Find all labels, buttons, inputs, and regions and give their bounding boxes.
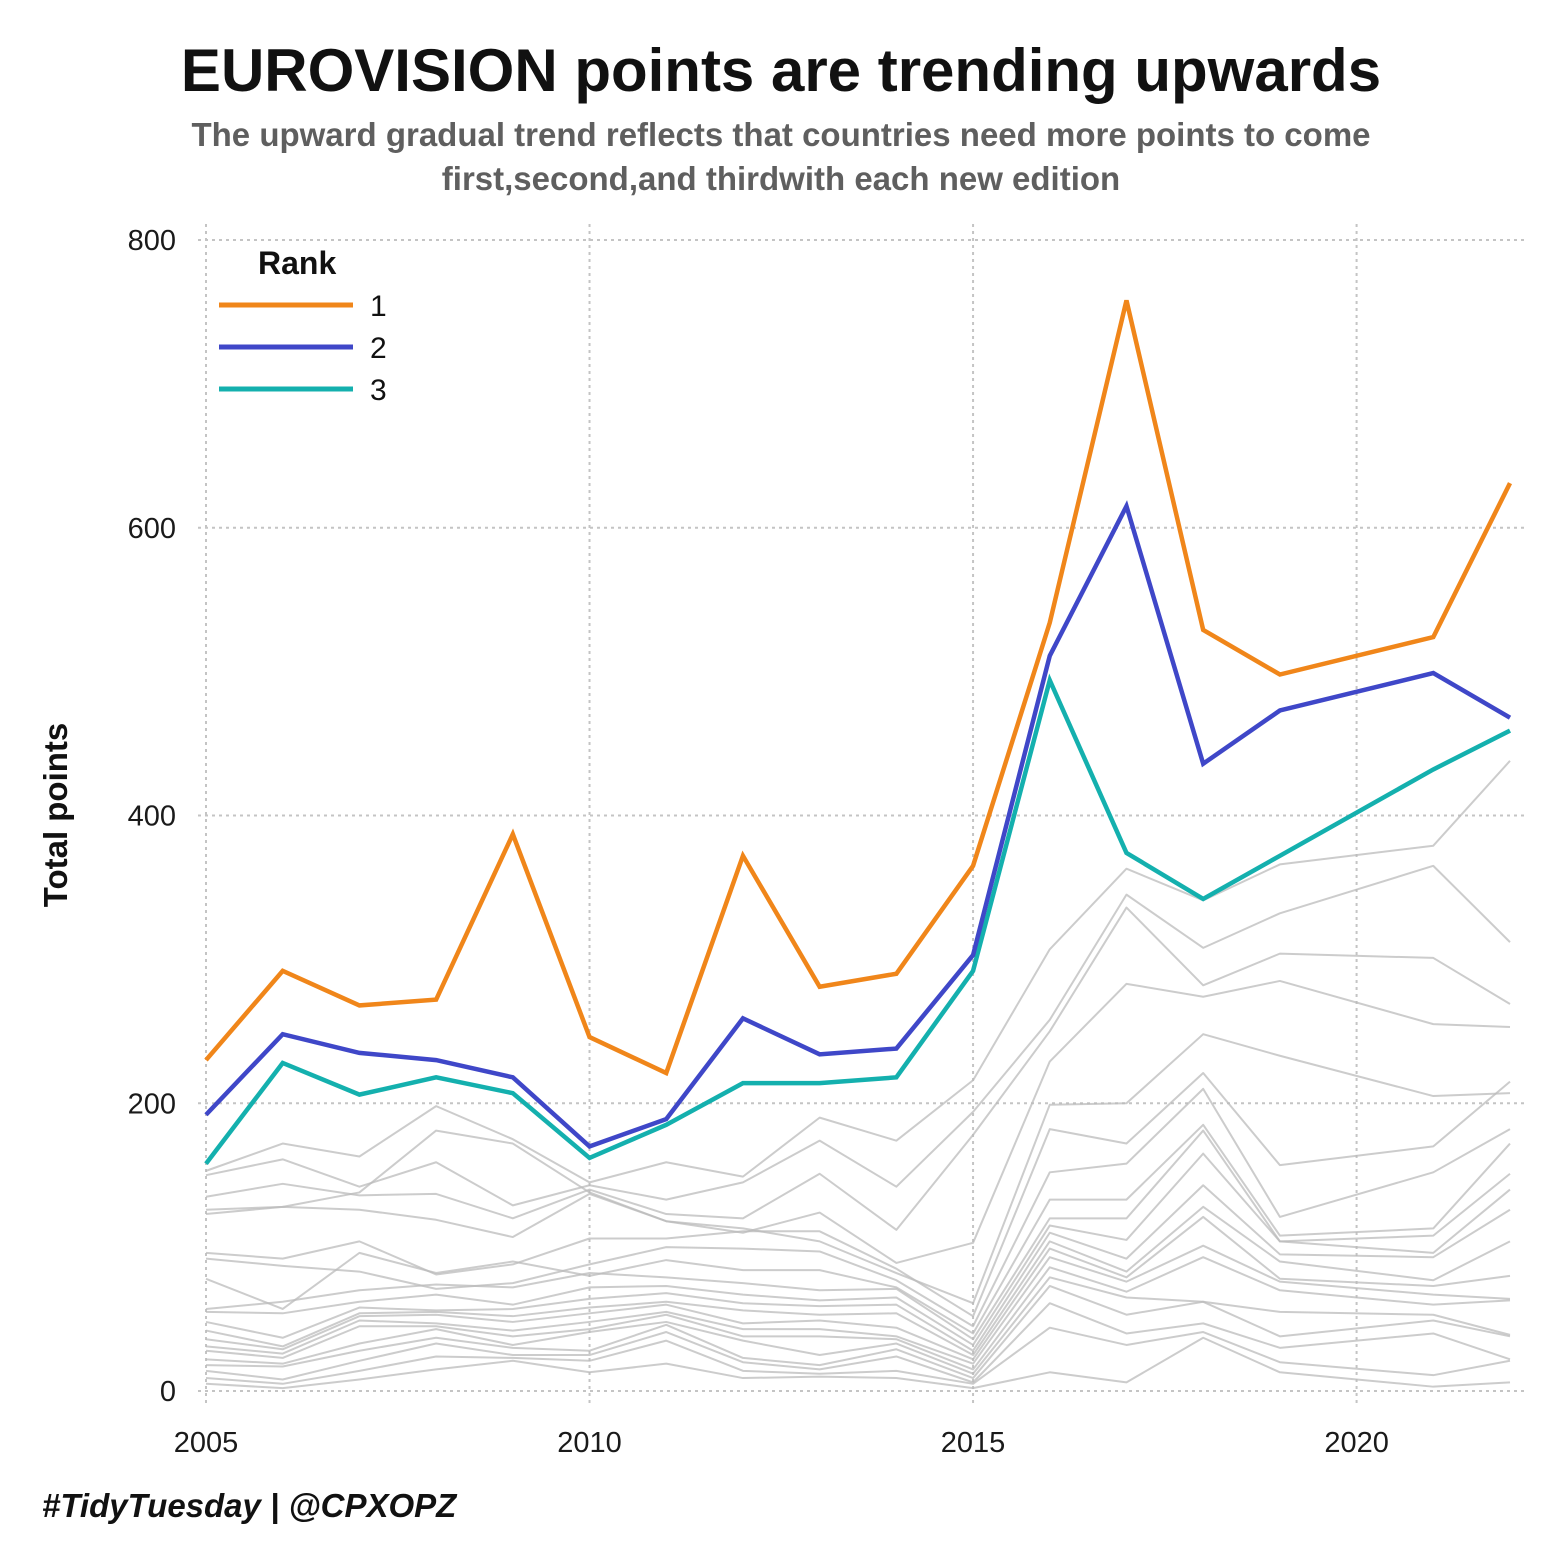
y-tick-label: 600 [128, 513, 176, 545]
x-tick-label: 2005 [174, 1427, 239, 1459]
background-line-3 [205, 906, 1511, 1231]
background-line-11 [205, 1184, 1511, 1352]
background-line-17 [205, 1284, 1511, 1380]
background-line-4 [205, 979, 1511, 1264]
background-line-20 [205, 1336, 1511, 1390]
x-tick-label: 2010 [557, 1427, 622, 1459]
y-tick-label: 200 [128, 1088, 176, 1120]
background-line-5 [205, 1033, 1511, 1305]
y-tick-label: 800 [128, 225, 176, 257]
series-line-rank-2 [204, 500, 1512, 1149]
caption: #TidyTuesday | @CPXOPZ [42, 1487, 457, 1524]
series-line-rank-3 [204, 673, 1512, 1166]
background-line-14 [205, 1244, 1511, 1365]
background-line-18 [205, 1302, 1511, 1384]
background-line-10 [205, 1152, 1511, 1346]
background-line-16 [205, 1276, 1511, 1375]
background-line-2 [205, 864, 1511, 1207]
background-line-12 [205, 1205, 1511, 1357]
grid-lines [198, 224, 1526, 1404]
y-tick-label: 0 [160, 1376, 176, 1408]
background-line-6 [205, 1072, 1511, 1318]
background-line-13 [205, 1215, 1511, 1361]
y-tick-label: 400 [128, 801, 176, 833]
rank-lines [204, 299, 1513, 1166]
background-lines [205, 760, 1511, 1390]
legend-label-rank-3: 3 [370, 374, 387, 407]
background-line-19 [205, 1326, 1511, 1385]
chart-title: EUROVISION points are trending upwards [180, 37, 1382, 104]
background-line-15 [205, 1256, 1511, 1371]
x-tick-label: 2015 [941, 1427, 1006, 1459]
legend: Rank 1 2 3 [219, 245, 387, 407]
chart-subtitle: The upward gradual trend reflects that c… [191, 116, 1371, 197]
legend-title: Rank [258, 245, 336, 281]
background-line-9 [205, 1129, 1511, 1341]
axis-ticks: 0 200 400 600 800 2005 2010 2015 2020 [128, 225, 1389, 1459]
background-line-1 [205, 760, 1511, 1184]
series-line-rank-1 [204, 299, 1513, 1077]
x-tick-label: 2020 [1324, 1427, 1389, 1459]
background-line-8 [205, 1123, 1511, 1335]
legend-label-rank-1: 1 [370, 290, 387, 323]
background-line-7 [205, 1087, 1511, 1328]
legend-label-rank-2: 2 [370, 332, 387, 365]
